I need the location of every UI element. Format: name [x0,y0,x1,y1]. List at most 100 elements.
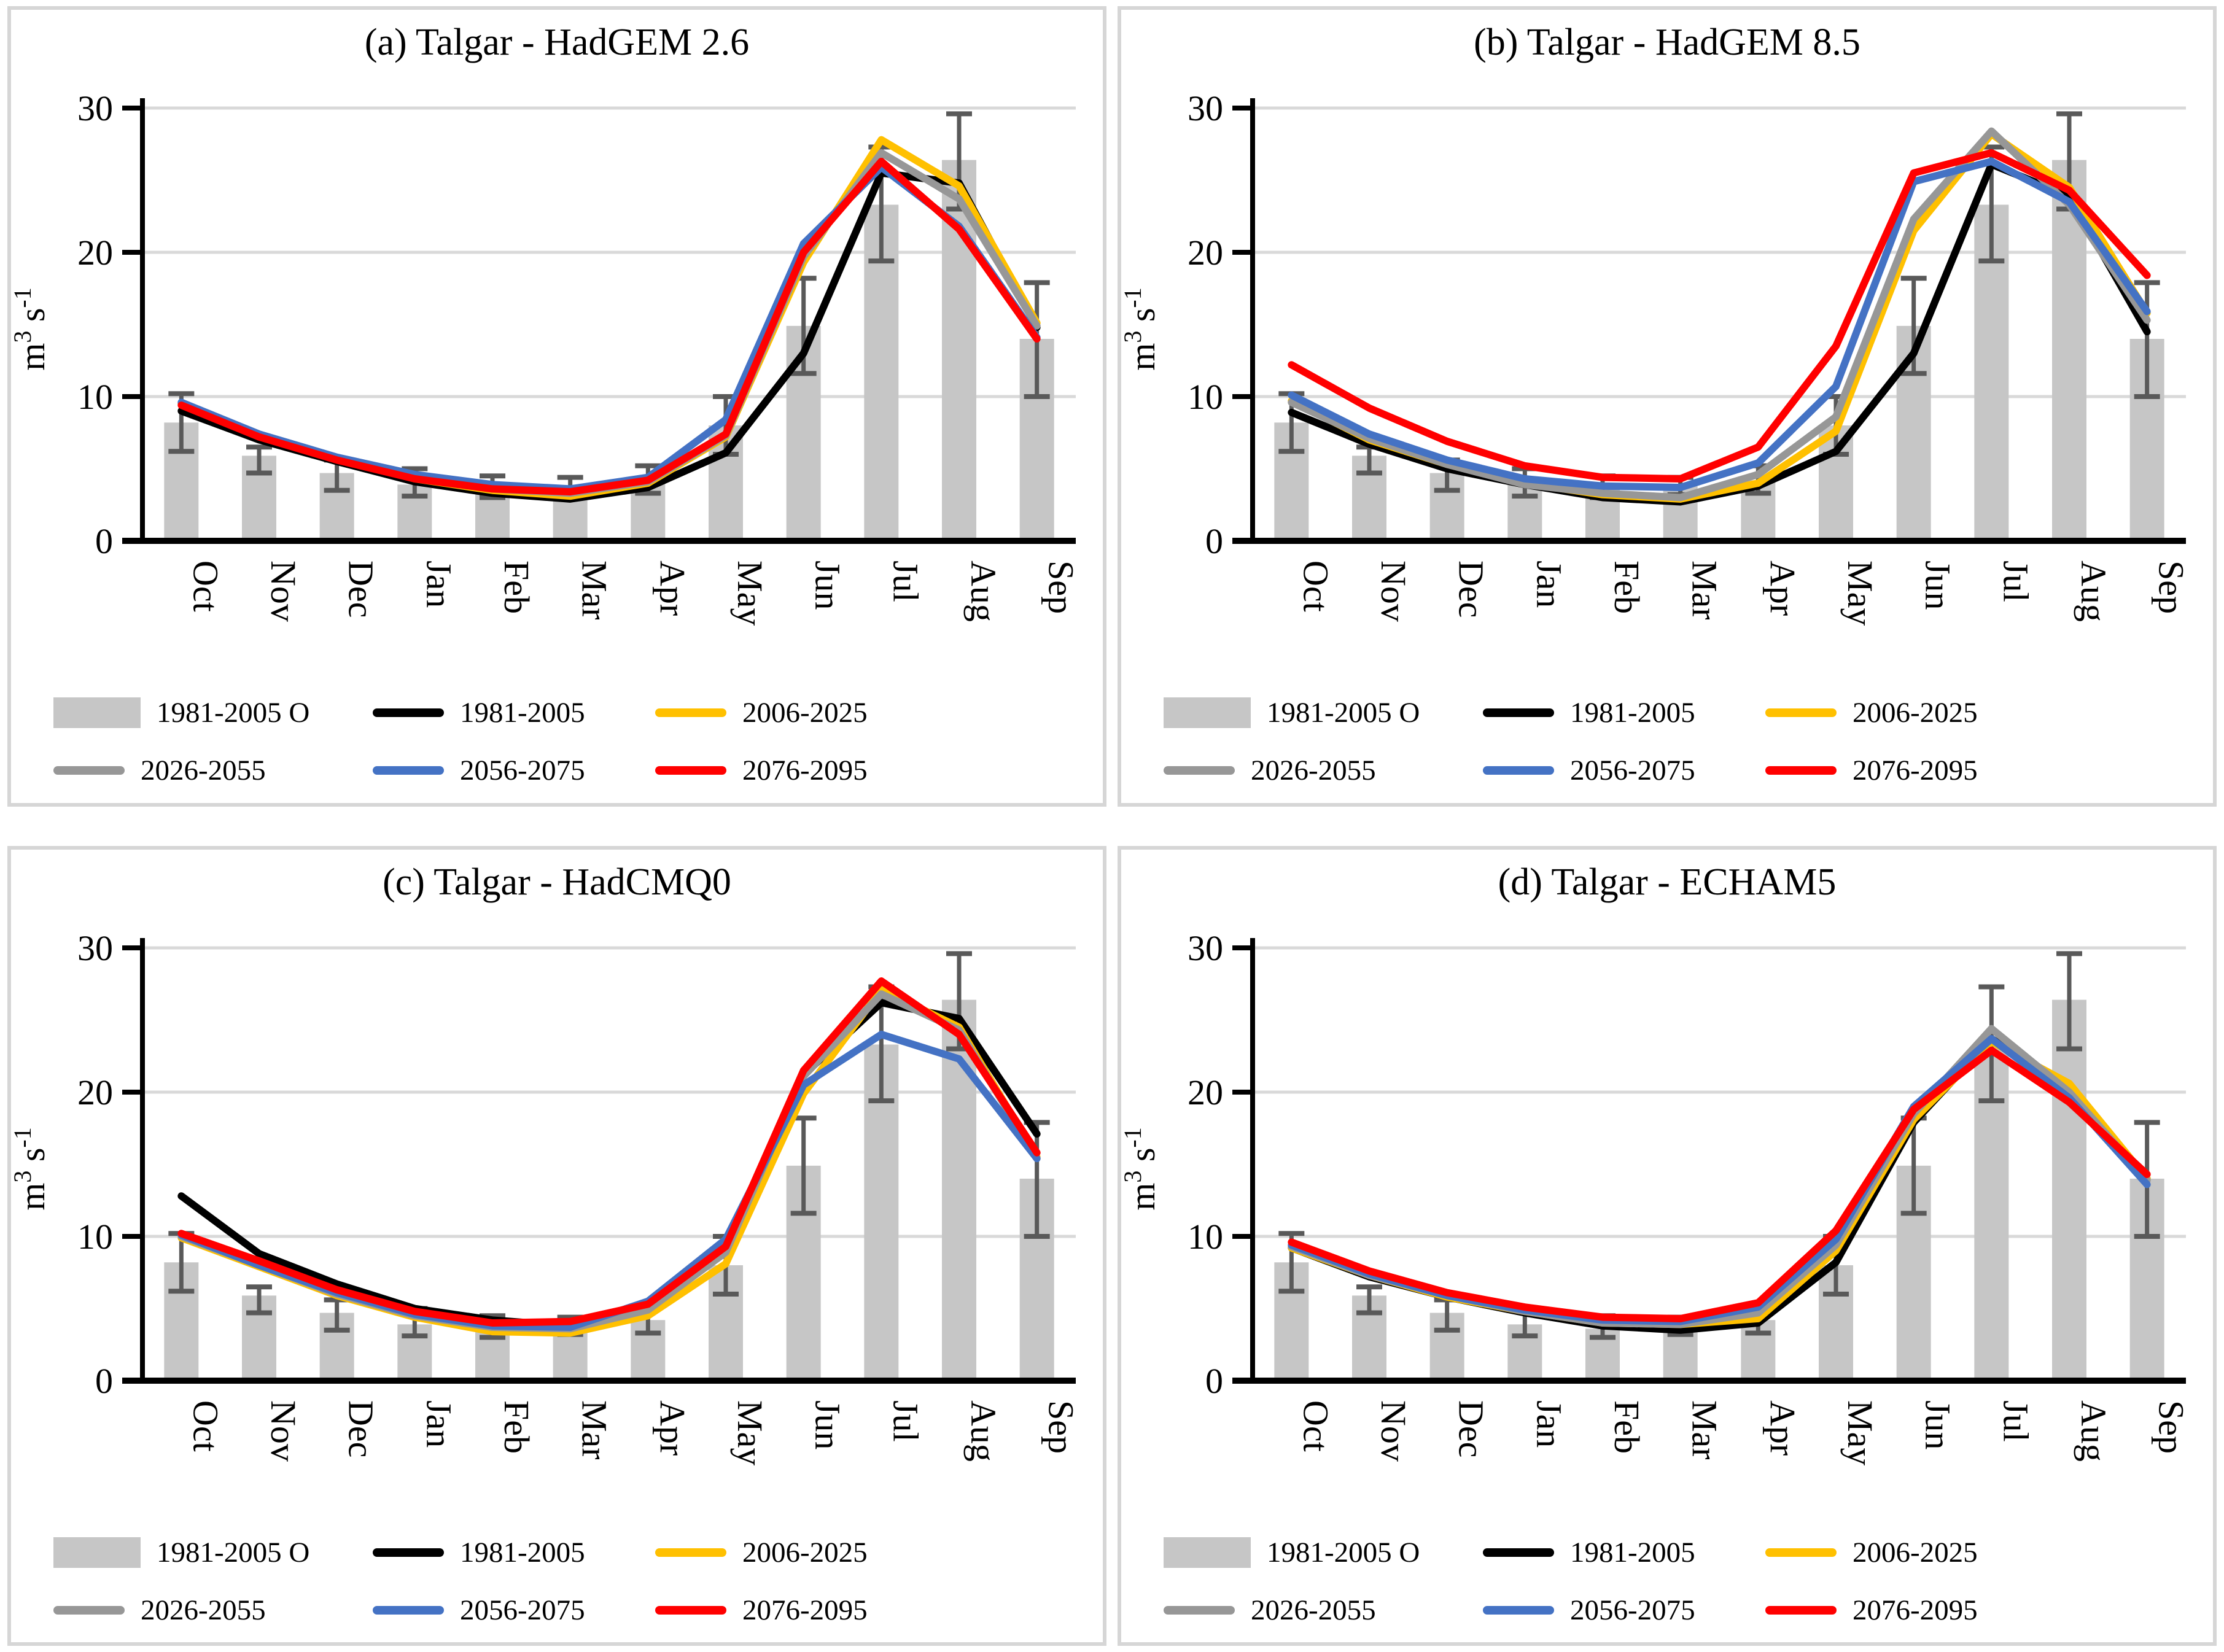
legend-row: 2026-2055 2056-2075 2076-2095 [53,1594,1060,1627]
y-tick-label-20: 20 [1188,233,1223,273]
legend-item-1981-2005 O: 1981-2005 O [1164,1536,1483,1569]
legend-item-1981-2005 O: 1981-2005 O [53,696,373,729]
legend-label: 2006-2025 [1853,1536,1978,1569]
legend-label: 2056-2075 [1570,1594,1695,1626]
x-label-Jul: Jul [885,1400,925,1442]
panel-d-chart-svg: 0 10 20 30 m3 s-1 Oct Nov Dec Jan Feb Mar Apr May Jun… [1121,928,2191,1465]
x-label-Oct: Oct [185,1400,225,1452]
bar-swatch-icon [53,697,141,728]
legend-item-2076-2095: 2076-2095 [655,1594,1060,1627]
legend-label: 1981-2005 [1570,697,1695,729]
legend-label: 2056-2075 [460,1594,585,1626]
line-swatch-icon [1765,1548,1837,1557]
panel-a-title: (a) Talgar - HadGEM 2.6 [364,21,750,63]
panel-a-legend: 1981-2005 O 1981-2005 2006-2025 2026-2055 20… [53,696,1060,787]
legend-row: 1981-2005 O 1981-2005 2006-2025 [53,696,1060,729]
x-label-Jul: Jul [885,560,925,602]
line-swatch-icon [53,766,125,775]
legend-item-1981-2005 O: 1981-2005 O [53,1536,373,1569]
series-line-2076-2095 [1288,149,2151,483]
x-label-Nov: Nov [1374,1400,1413,1462]
series-line-2056-2075 [177,163,1041,493]
legend-item-2026-2055: 2026-2055 [53,754,373,787]
legend-label: 2006-2025 [742,697,868,729]
panel-b-chart-area: 0 10 20 30 m3 s-1 Oct Nov Dec Jan Feb Mar Apr May Jun… [1121,65,2213,691]
x-label-Jul: Jul [1996,1400,2035,1442]
legend-item-2076-2095: 2076-2095 [655,754,1060,787]
legend-item-1981-2005: 1981-2005 [373,1536,655,1569]
legend-item-2076-2095: 2076-2095 [1765,754,2171,787]
x-label-May: May [730,560,770,626]
x-label-Nov: Nov [263,560,303,622]
panel-b-chart-svg: 0 10 20 30 m3 s-1 Oct Nov Dec Jan Feb Mar Apr May Jun… [1121,88,2191,626]
series-line-2006-2025 [1288,130,2151,503]
x-label-Apr: Apr [652,560,692,616]
y-tick-label-0: 0 [95,1361,113,1401]
legend-item-1981-2005: 1981-2005 [1483,1536,1765,1569]
x-label-Dec: Dec [341,560,381,618]
x-label-Aug: Aug [963,560,1003,622]
line-swatch-icon [373,766,444,775]
x-label-Dec: Dec [1452,1400,1491,1457]
panel-b: (b) Talgar - HadGEM 8.5 0 10 20 30 m3 s-1 Oct… [1118,6,2217,807]
x-label-May: May [730,1400,770,1465]
x-label-Mar: Mar [575,560,615,620]
error-bar-Nov [1356,1284,1382,1316]
x-label-Oct: Oct [1296,560,1336,612]
legend-label: 1981-2005 O [157,697,310,729]
legend-item-2006-2025: 2006-2025 [1765,1536,2171,1569]
line-swatch-icon [1164,1605,1235,1615]
error-bar-Sep [2134,280,2160,399]
x-label-Dec: Dec [341,1400,381,1457]
x-label-Oct: Oct [1296,1400,1336,1452]
x-label-Feb: Feb [1607,560,1647,614]
legend-item-2026-2055: 2026-2055 [1164,1594,1483,1627]
error-bar-Nov [246,1284,272,1316]
line-swatch-icon [1483,1548,1554,1557]
x-label-Sep: Sep [1041,560,1081,614]
legend-item-2056-2075: 2056-2075 [1483,1594,1765,1627]
line-swatch-icon [1765,766,1837,775]
y-tick-label-20: 20 [77,1072,113,1112]
x-label-Feb: Feb [497,1400,537,1454]
legend-item-1981-2005: 1981-2005 [1483,696,1765,729]
x-label-Mar: Mar [1685,560,1725,620]
legend-item-1981-2005: 1981-2005 [373,696,655,729]
line-swatch-icon [1164,766,1235,775]
panel-b-legend: 1981-2005 O 1981-2005 2006-2025 2026-2055 20… [1164,696,2171,787]
line-swatch-icon [655,766,726,775]
x-label-Sep: Sep [2152,560,2191,614]
error-bar-Nov [246,444,272,476]
series-line-2056-2075 [1288,1034,2151,1325]
panel-c-title: (c) Talgar - HadCMQ0 [383,861,731,903]
panel-c-chart-svg: 0 10 20 30 m3 s-1 Oct Nov Dec Jan Feb Mar Apr May Jun… [11,928,1081,1465]
x-label-Jun: Jun [1918,560,1958,610]
y-tick-label-30: 30 [1188,928,1223,968]
legend-label: 2056-2075 [460,754,585,786]
legend-label: 2026-2055 [141,1594,266,1626]
x-label-Oct: Oct [185,560,225,612]
x-label-Nov: Nov [263,1400,303,1462]
legend-label: 1981-2005 O [1267,1536,1420,1569]
line-swatch-icon [373,1548,444,1557]
panel-a-chart-svg: 0 10 20 30 m3 s-1 Oct Nov Dec Jan Feb Mar Apr May Jun… [11,88,1081,626]
y-tick-label-20: 20 [77,233,113,273]
legend-label: 1981-2005 O [157,1536,310,1569]
x-label-Jun: Jun [808,560,848,610]
x-label-Apr: Apr [652,1400,692,1456]
legend-item-2056-2075: 2056-2075 [373,754,655,787]
panel-d: (d) Talgar - ECHAM5 0 10 20 30 m3 s-1 Oct Nov D… [1118,845,2217,1646]
y-tick-label-30: 30 [77,88,113,128]
series-line-2076-2095 [177,977,1041,1327]
panel-c-legend: 1981-2005 O 1981-2005 2006-2025 2026-2055 20… [53,1536,1060,1627]
x-label-Jun: Jun [1918,1400,1958,1450]
legend-label: 2076-2095 [742,1594,868,1626]
y-tick-label-20: 20 [1188,1072,1223,1112]
panel-b-title: (b) Talgar - HadGEM 8.5 [1474,21,1860,63]
legend-label: 2026-2055 [1251,1594,1376,1626]
x-label-Sep: Sep [1041,1400,1081,1454]
legend-row: 2026-2055 2056-2075 2076-2095 [1164,1594,2171,1627]
panel-c-chart-area: 0 10 20 30 m3 s-1 Oct Nov Dec Jan Feb Mar Apr May Jun… [11,905,1103,1531]
y-tick-label-30: 30 [77,928,113,968]
legend-item-2006-2025: 2006-2025 [1765,696,2171,729]
